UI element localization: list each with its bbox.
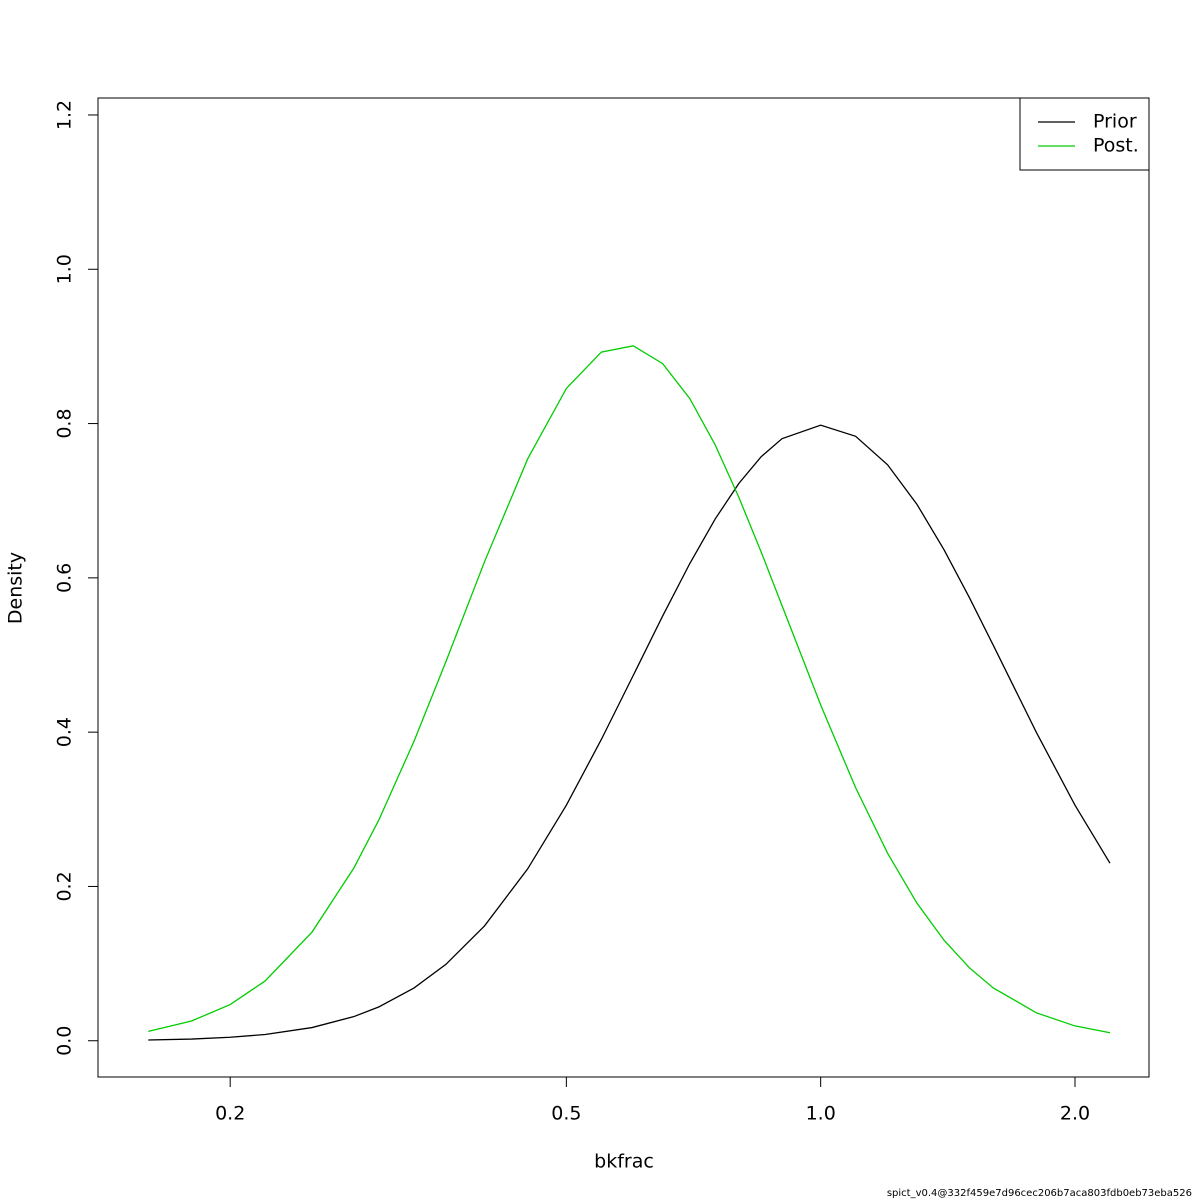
x-axis-label: bkfrac bbox=[594, 1151, 654, 1173]
legend-box bbox=[1019, 97, 1150, 171]
line bbox=[148, 424, 1111, 1041]
legend-label: Prior bbox=[1093, 111, 1137, 133]
x-tick-label: 0.2 bbox=[215, 1103, 245, 1125]
y-tick-label: 1.0 bbox=[54, 254, 76, 284]
y-tick-label: 0.0 bbox=[54, 1026, 76, 1056]
line bbox=[148, 345, 1111, 1034]
y-tick-label: 0.2 bbox=[54, 871, 76, 901]
y-tick-label: 0.8 bbox=[54, 408, 76, 438]
x-tick-label: 1.0 bbox=[806, 1103, 836, 1125]
x-tick-label: 0.5 bbox=[551, 1103, 581, 1125]
x-tick-label: 2.0 bbox=[1060, 1103, 1090, 1125]
legend-label: Post. bbox=[1093, 135, 1139, 157]
y-tick-label: 1.2 bbox=[54, 100, 76, 130]
y-tick-label: 0.4 bbox=[54, 717, 76, 747]
footer: spict_v0.4@332f459e7d96cec206b7aca803fdb… bbox=[887, 1188, 1192, 1199]
y-tick-label: 0.6 bbox=[54, 563, 76, 593]
plot-box bbox=[97, 97, 1150, 1078]
y-axis-label: Density bbox=[5, 552, 27, 624]
